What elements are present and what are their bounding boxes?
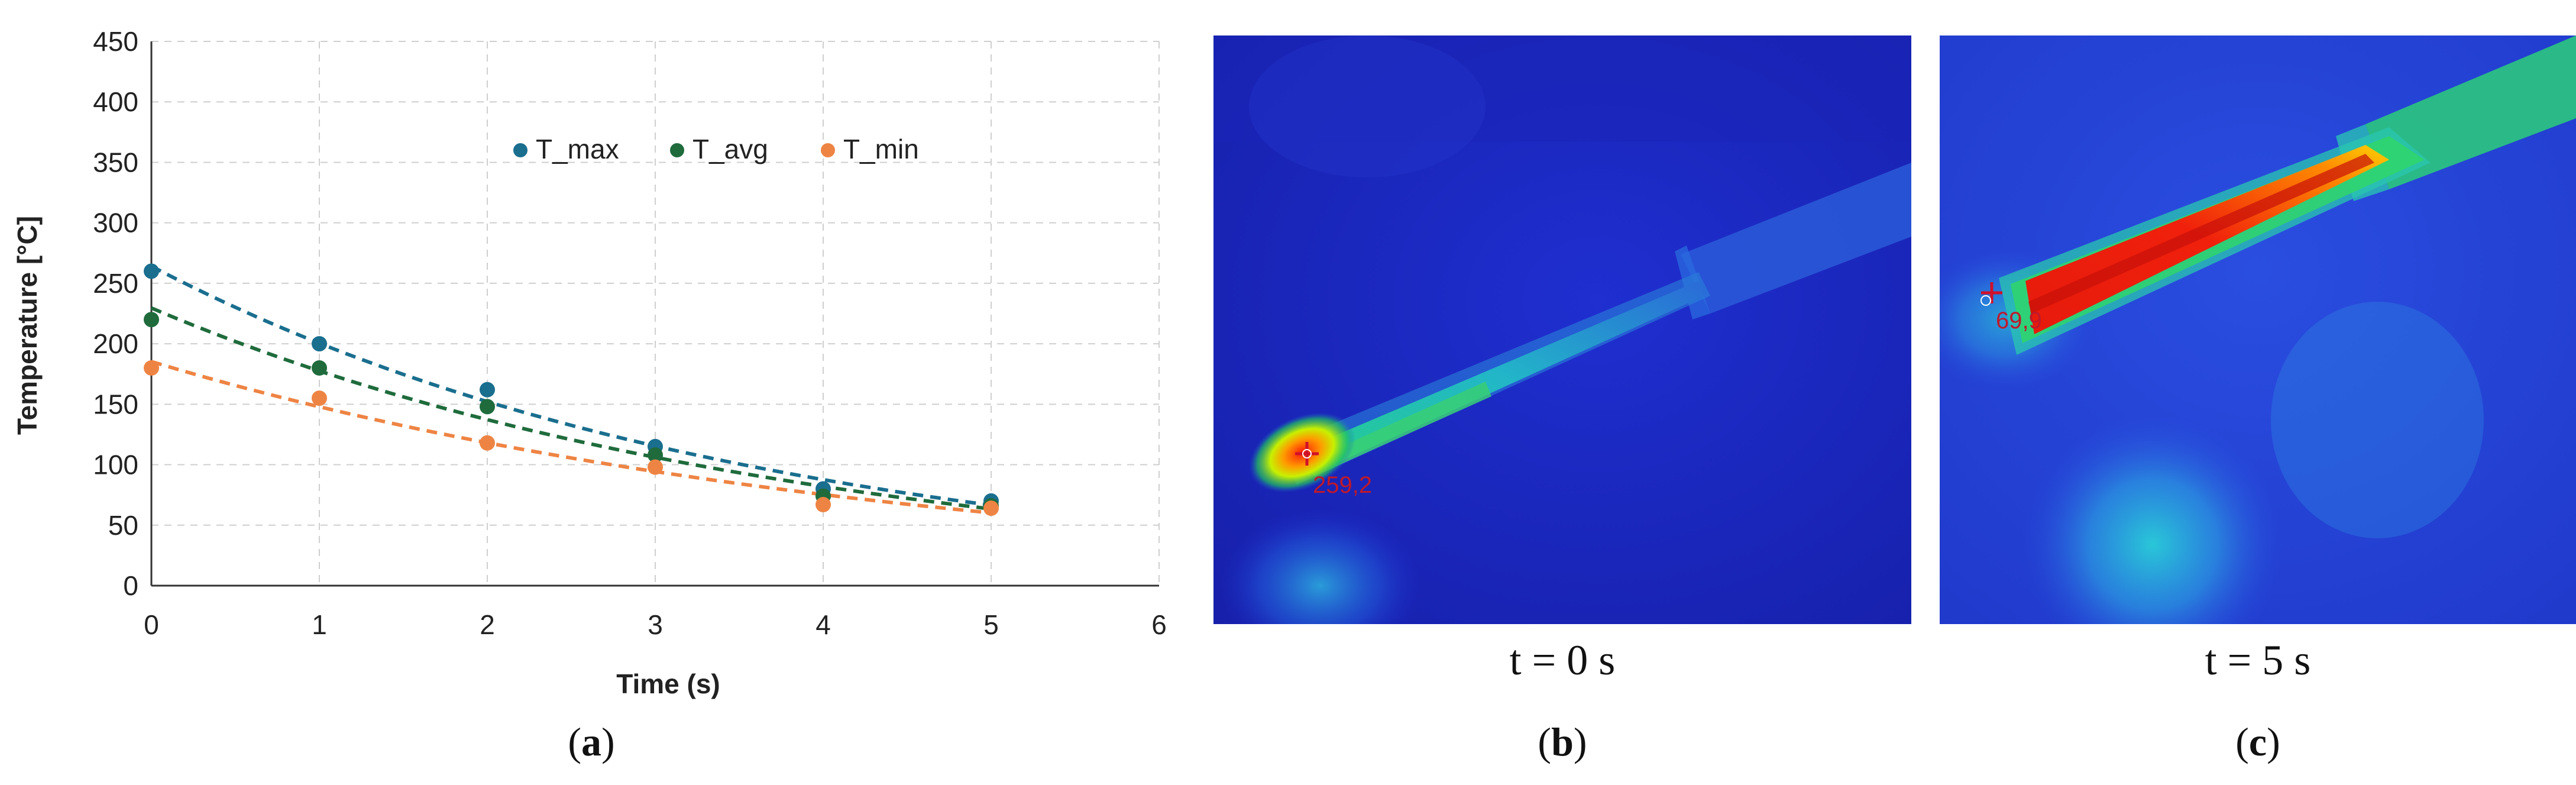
y-tick-label: 300 [93,208,138,238]
y-tick-label: 150 [93,389,138,419]
chart-legend: T_max T_avg T_min [513,134,919,164]
crosshair-marker [1980,282,2002,306]
legend-marker-t-avg [670,143,684,157]
temperature-chart: 0 50 100 150 200 250 300 350 400 450 0 1 2 3 4 5 6 Time … [12,26,1167,699]
y-tick-label: 250 [93,268,138,299]
y-tick-label: 0 [123,570,138,601]
data-point-t-max [480,382,495,398]
x-tick-label: 5 [983,609,999,640]
chart-points [144,263,999,516]
temperature-readout: 69,9 [1996,308,2042,334]
legend-marker-t-max [513,143,528,157]
chart-trendlines [150,264,992,515]
thermal-image-t0: 259,2 [1213,35,1911,624]
x-tick-label: 0 [144,609,159,640]
temperature-readout: 259,2 [1313,472,1372,498]
x-axis-label: Time (s) [616,668,720,699]
panel-a-label: (a) [568,719,615,764]
trendline-t-min [151,360,992,515]
legend-label-t-avg: T_avg [692,134,768,164]
data-point-t-min [480,435,495,451]
panel-c-label: (c) [2235,719,2280,764]
trendline-t-max [150,264,992,507]
x-tick-label: 2 [480,609,495,640]
thermal-image-t5: 69,9 [1940,35,2576,624]
panel-b-label: (b) [1538,719,1587,764]
y-tick-label: 50 [108,510,138,541]
trendline-t-avg [150,306,992,511]
x-tick-label: 4 [815,609,831,640]
data-point-t-avg [480,399,495,415]
data-point-t-min [144,360,159,376]
data-point-t-avg [144,312,159,328]
y-tick-label: 350 [93,147,138,177]
chart-gridlines [151,41,1160,586]
x-tick-label: 1 [312,609,327,640]
panel-b-caption: t = 0 s [1509,637,1616,684]
data-point-t-avg [312,360,327,376]
data-point-t-max [312,336,327,352]
data-point-t-max [144,263,159,279]
y-axis-label: Temperature [°C] [12,216,43,435]
legend-label-t-max: T_max [536,134,619,164]
y-tick-label: 200 [93,328,138,359]
crosshair-marker [1295,442,1319,466]
data-point-t-avg [648,447,663,463]
y-tick-label: 400 [93,86,138,117]
legend-marker-t-min [821,143,835,157]
data-point-t-min [815,497,831,513]
y-tick-label: 100 [93,450,138,480]
data-point-t-min [648,459,663,475]
y-tick-label: 450 [93,26,138,57]
x-tick-label: 3 [648,609,663,640]
panel-c-caption: t = 5 s [2205,637,2311,684]
legend-label-t-min: T_min [843,134,919,164]
data-point-t-min [312,390,327,406]
chart-tick-labels: 0 50 100 150 200 250 300 350 400 450 0 1 2 3 4 5 6 [93,26,1167,640]
x-tick-label: 6 [1151,609,1167,640]
data-point-t-min [983,500,999,516]
